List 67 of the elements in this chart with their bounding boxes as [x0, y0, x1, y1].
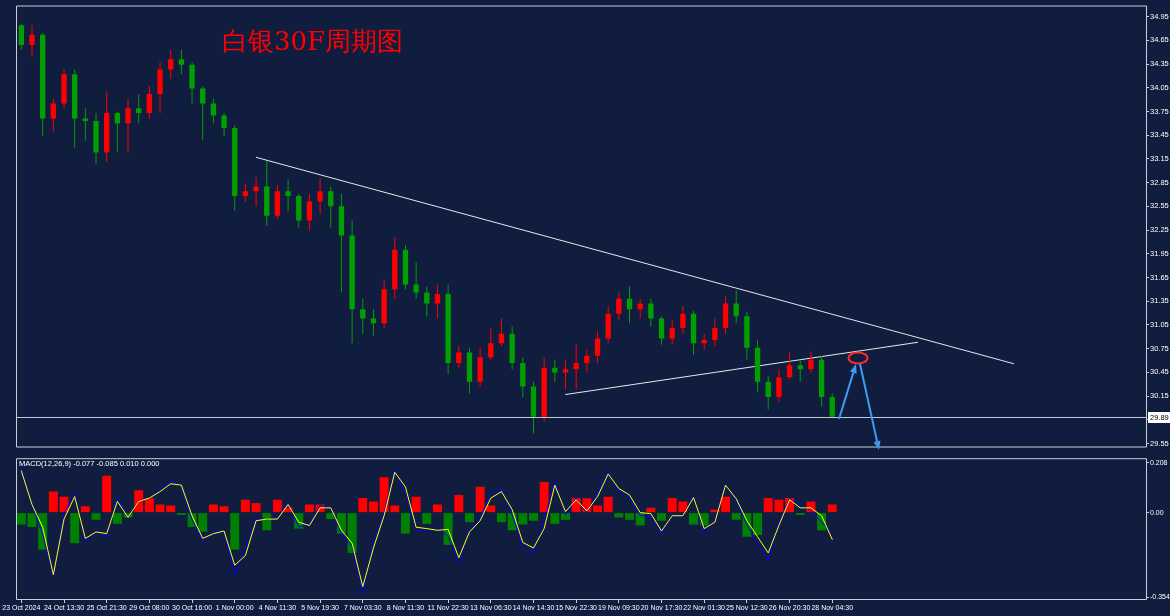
candlestick — [541, 357, 547, 422]
bar — [539, 482, 549, 513]
bar — [657, 513, 667, 521]
candlestick — [82, 108, 89, 141]
bar — [272, 499, 282, 513]
bar — [16, 513, 26, 525]
bar — [753, 513, 763, 536]
candlestick — [285, 179, 291, 212]
candlestick — [125, 98, 131, 153]
bar — [625, 513, 634, 520]
bar — [593, 505, 602, 513]
candlestick — [381, 279, 387, 329]
candlestick — [221, 113, 227, 136]
candlestick — [744, 311, 750, 360]
bar — [827, 504, 837, 513]
bar — [603, 496, 613, 513]
candlestick — [477, 347, 483, 387]
bar — [432, 504, 442, 513]
bar — [304, 504, 314, 513]
candlestick — [616, 292, 622, 321]
bar — [91, 513, 101, 520]
bar — [422, 513, 432, 524]
candlestick — [413, 262, 419, 299]
bar — [529, 513, 538, 521]
candlestick — [61, 69, 67, 109]
candlestick — [445, 284, 451, 374]
bar — [230, 513, 240, 550]
candlestick — [584, 349, 590, 373]
bar — [689, 513, 699, 525]
bar — [614, 513, 624, 518]
bar — [112, 513, 122, 524]
bar — [497, 513, 506, 523]
bar — [144, 498, 154, 513]
bar — [208, 504, 218, 513]
candlestick — [648, 298, 654, 327]
bar — [411, 496, 421, 513]
bar — [80, 506, 90, 513]
candlestick — [349, 220, 355, 344]
candlestick — [189, 62, 195, 104]
bar — [219, 506, 229, 513]
bar — [368, 501, 378, 513]
candlestick — [509, 326, 515, 370]
candlestick — [242, 183, 249, 202]
candlestick — [93, 113, 99, 165]
bar — [358, 498, 368, 513]
bar — [400, 513, 410, 534]
bar — [646, 507, 656, 513]
candlestick — [317, 178, 323, 215]
candlestick — [680, 305, 686, 334]
candlestick — [808, 351, 814, 373]
bar — [464, 513, 474, 523]
candlestick — [157, 62, 163, 114]
bar — [102, 475, 112, 513]
bar — [454, 494, 464, 513]
bar — [721, 496, 731, 513]
text: 白银30F周期图 — [222, 26, 404, 57]
candlestick — [29, 25, 35, 57]
candlestick — [712, 318, 718, 347]
bar — [240, 499, 250, 513]
bar — [70, 513, 80, 544]
bar — [347, 513, 357, 553]
bar — [251, 503, 261, 513]
candlestick — [776, 369, 782, 402]
bar — [48, 491, 58, 513]
candlestick — [573, 344, 579, 390]
bar — [561, 513, 570, 520]
bar — [550, 513, 560, 524]
